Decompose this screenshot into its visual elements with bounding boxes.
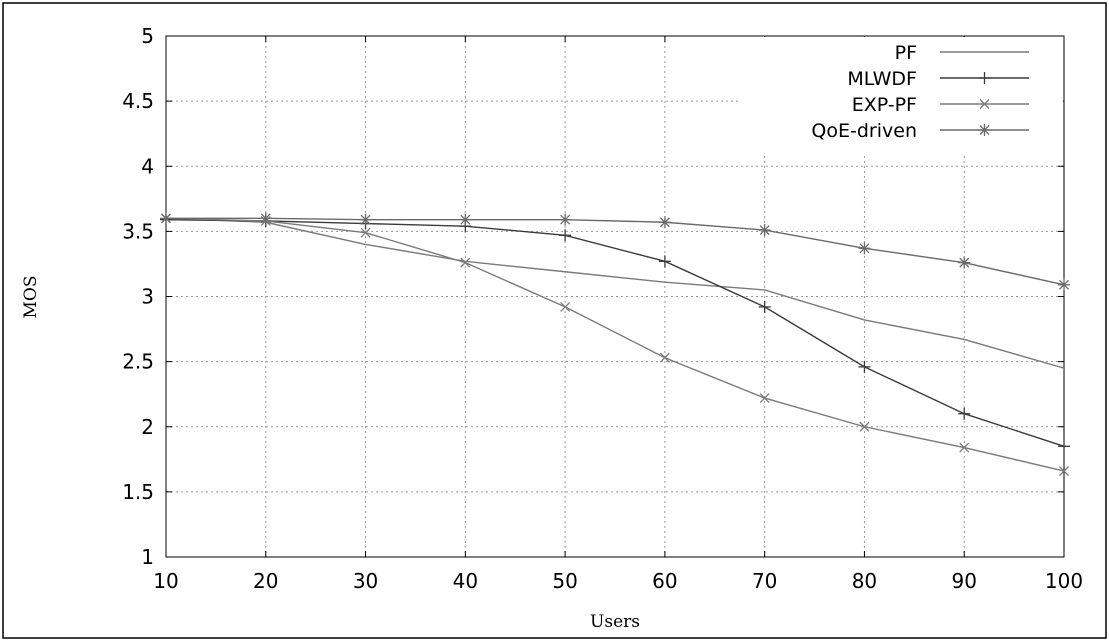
series-qoe-driven [160, 212, 1070, 291]
data-point [359, 213, 372, 226]
x-tick-label: 50 [552, 569, 577, 593]
y-tick-label: 5 [141, 24, 154, 48]
y-tick-label: 3 [141, 285, 154, 309]
data-point [958, 407, 971, 420]
legend-label: QoE-driven [811, 120, 917, 142]
x-tick-label: 20 [253, 569, 278, 593]
data-point [858, 360, 871, 373]
data-point [360, 227, 371, 238]
plot-area-border [165, 35, 1065, 558]
x-axis-title: Users [590, 612, 640, 632]
data-point [559, 229, 572, 242]
y-tick-label: 2 [141, 415, 154, 439]
y-tick-label: 4 [141, 154, 154, 178]
data-point [1058, 440, 1070, 453]
x-tick-label: 70 [752, 569, 777, 593]
series-line [165, 217, 1065, 369]
legend-entry: QoE-driven [811, 120, 1029, 142]
x-tick-label: 40 [453, 569, 478, 593]
data-point [559, 213, 572, 226]
legend-label: MLWDF [847, 68, 917, 90]
data-point [758, 224, 771, 237]
data-point [758, 300, 771, 313]
series-pf [165, 217, 1065, 369]
data-point [759, 393, 770, 404]
series-line [166, 217, 1065, 286]
data-point [1058, 278, 1070, 291]
y-axis-title: MOS [21, 276, 41, 319]
y-tick-label: 3.5 [122, 219, 154, 243]
legend-label: PF [895, 42, 917, 64]
x-tick-label: 100 [1045, 569, 1083, 593]
axes: 10 20 30 40 50 60 70 80 90 100 1 1.5 2 2.5 3 3.5 4 4.5 5 [122, 24, 1083, 593]
legend-swatch-marker [978, 72, 991, 84]
series-group [160, 212, 1070, 476]
y-tick-label: 2.5 [122, 350, 154, 374]
x-tick-label: 60 [652, 569, 677, 593]
legend: PF MLWDF EXP-PF QoE-driven [738, 37, 1063, 155]
x-tick-label: 30 [353, 569, 378, 593]
data-point [459, 213, 472, 226]
data-point [1059, 466, 1069, 476]
x-tick-label: 80 [852, 569, 877, 593]
y-tick-label: 1.5 [122, 480, 154, 504]
series-line [165, 217, 1065, 472]
data-point [958, 256, 971, 269]
legend-entry: MLWDF [847, 68, 1029, 90]
data-point [959, 442, 970, 453]
data-point [160, 212, 172, 225]
data-point [858, 242, 871, 255]
y-tick-label: 1 [141, 545, 154, 569]
data-point [658, 216, 671, 229]
legend-entry: PF [895, 42, 1029, 64]
data-point [560, 301, 571, 312]
data-point [859, 421, 870, 432]
x-tick-label: 10 [153, 569, 178, 593]
legend-label: EXP-PF [852, 94, 917, 116]
legend-swatch-marker [979, 99, 990, 109]
legend-background [738, 37, 1063, 155]
y-tick-label: 4.5 [122, 89, 154, 113]
data-point [460, 257, 471, 268]
series-line [165, 218, 1065, 447]
data-point [259, 212, 272, 225]
x-tick-label: 90 [951, 569, 976, 593]
legend-entry: EXP-PF [852, 94, 1029, 116]
data-point [658, 255, 671, 268]
legend-swatch-marker [978, 124, 991, 136]
data-point [659, 352, 670, 363]
